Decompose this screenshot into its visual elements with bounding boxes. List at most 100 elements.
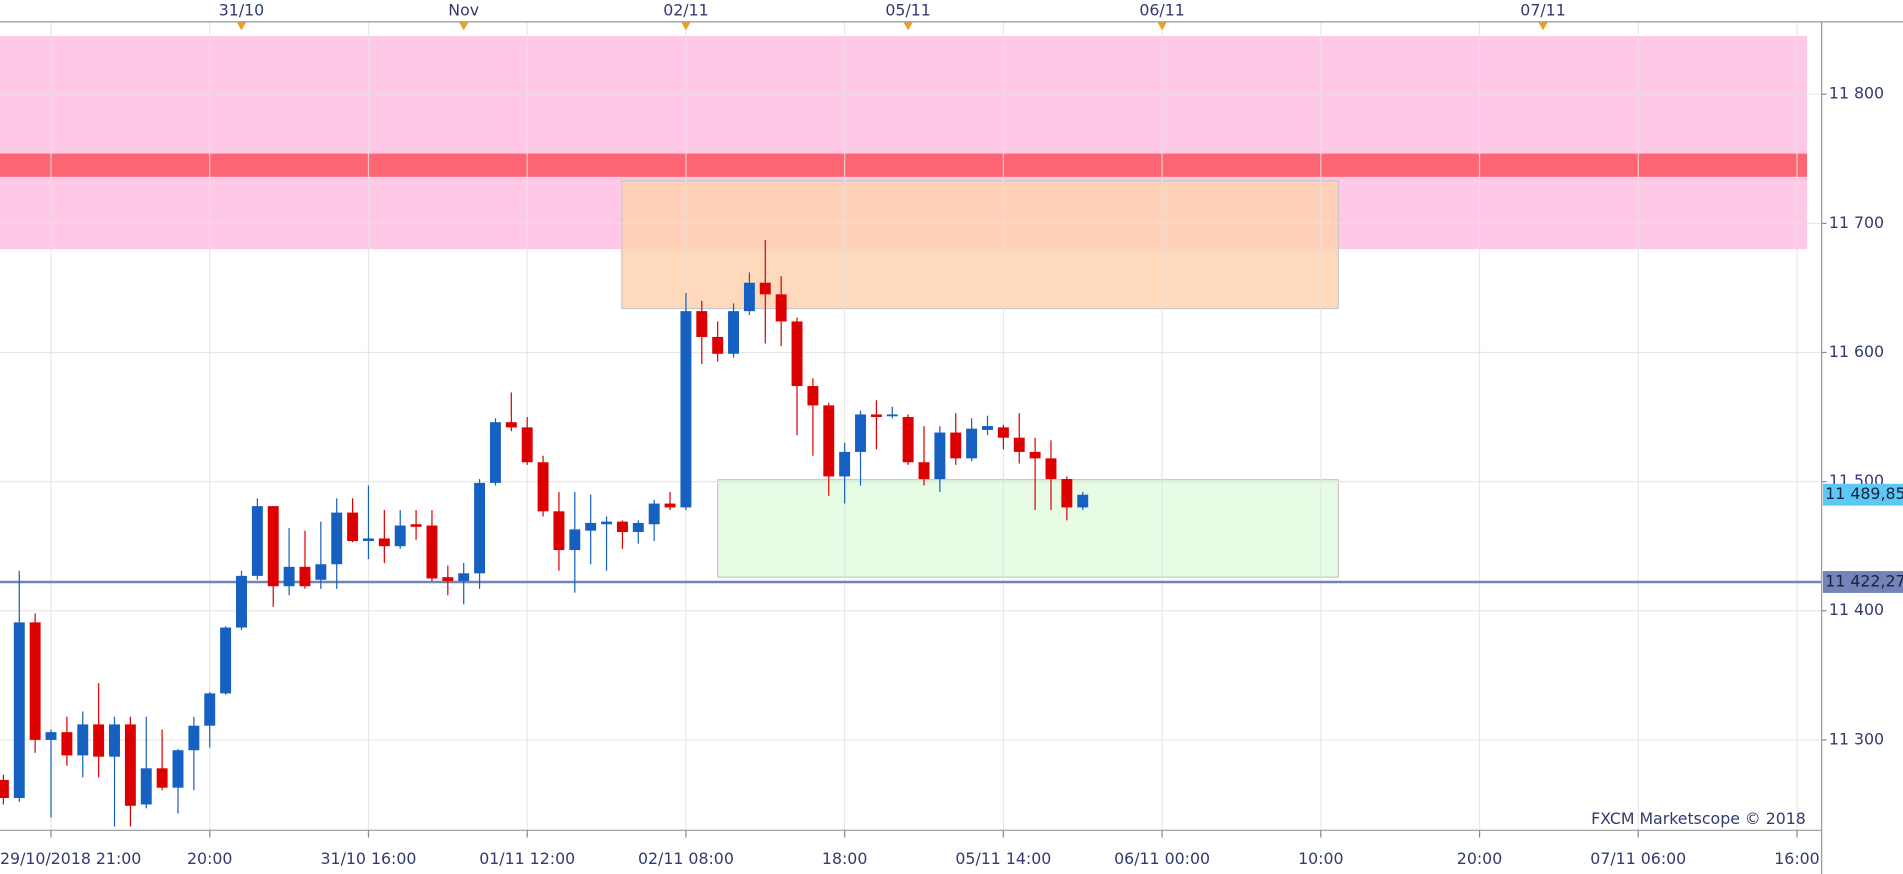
candle-body [982, 426, 993, 430]
y-tick-label: 11 400 [1829, 600, 1884, 619]
day-label: Nov [448, 0, 479, 19]
day-marker [458, 21, 469, 31]
candle-body [172, 750, 184, 788]
candle-body [220, 627, 232, 694]
candle-body [378, 538, 390, 547]
y-tick-label: 11 300 [1829, 729, 1884, 748]
candle-body [13, 622, 25, 799]
candle-body [791, 321, 803, 387]
day-marker [1538, 21, 1548, 31]
candle-body [934, 432, 946, 480]
x-tick-label: 18:00 [822, 849, 867, 868]
x-tick-label: 05/11 14:00 [955, 849, 1051, 868]
day-label: 06/11 [1139, 0, 1184, 19]
candle-body [77, 724, 89, 756]
candle-body [442, 577, 454, 582]
day-label: 31/10 [219, 0, 264, 19]
x-tick-label: 06/11 00:00 [1114, 849, 1210, 868]
x-tick-label: 29/10/2018 21:00 [0, 849, 141, 868]
price-tag [1822, 571, 1903, 593]
x-tick-label: 20:00 [187, 849, 232, 868]
candle-body [1061, 479, 1073, 508]
zone [717, 479, 1339, 578]
candle-body [315, 564, 327, 580]
day-label: 05/11 [885, 0, 930, 19]
candle-body [109, 724, 120, 757]
x-tick-label: 02/11 08:00 [638, 849, 734, 868]
y-tick-label: 11 800 [1829, 84, 1884, 103]
candle-body [474, 482, 486, 574]
candle-body [839, 451, 851, 477]
candle-body [489, 422, 501, 483]
candle-body [585, 522, 597, 531]
zone [621, 180, 1339, 310]
candle-body [394, 525, 406, 547]
candle-body [505, 422, 517, 428]
candle-body [966, 428, 978, 459]
candle-body [93, 724, 105, 757]
candle-body [553, 511, 565, 551]
candle-body [775, 294, 787, 322]
day-marker [236, 21, 247, 31]
candle-body [537, 462, 549, 512]
candle-body [363, 538, 374, 542]
candle-body [664, 503, 676, 508]
candle-body [728, 311, 740, 354]
y-tick-label: 11 600 [1829, 342, 1884, 361]
day-label: 07/11 [1520, 0, 1565, 19]
candle-body [188, 725, 200, 751]
candle-body [616, 521, 628, 532]
candle-body [299, 566, 311, 587]
candle-body [140, 768, 152, 805]
candle-body [855, 414, 866, 452]
candle-body [1077, 494, 1089, 508]
candle-body [902, 417, 914, 463]
candle-body [204, 693, 216, 726]
candle-body [807, 386, 819, 406]
x-tick-label: 31/10 16:00 [321, 849, 417, 868]
x-tick-label: 10:00 [1298, 849, 1343, 868]
candle-body [696, 311, 708, 337]
candle-body [0, 779, 9, 799]
candle-body [458, 573, 470, 582]
candle-body [712, 336, 724, 354]
candle-body [29, 622, 41, 740]
candle-body [45, 732, 57, 740]
candle-body [156, 768, 168, 788]
candle-body [1013, 437, 1025, 452]
candle-body [410, 524, 422, 527]
candle-body [426, 525, 438, 579]
day-marker [681, 21, 691, 31]
zone [0, 153, 1808, 177]
candle-body [347, 512, 359, 542]
price-tag [1822, 483, 1903, 506]
price-tag-label: 11 489,85 [1825, 484, 1903, 503]
candle-body [743, 282, 755, 312]
price-tag-label: 11 422,27 [1825, 571, 1903, 590]
candle-body [1029, 451, 1041, 459]
candle-body [870, 414, 882, 418]
candle-body [601, 521, 613, 525]
candle-body [251, 506, 263, 576]
candle-body [997, 427, 1009, 438]
x-tick-label: 07/11 06:00 [1590, 849, 1686, 868]
candle-body [918, 462, 930, 480]
candle-body [950, 432, 962, 459]
y-tick-label: 11 700 [1829, 213, 1884, 232]
candle-body [283, 566, 295, 587]
x-tick-label: 01/11 12:00 [479, 849, 575, 868]
candle-body [331, 512, 343, 565]
candle-body [886, 414, 898, 417]
candle-body [61, 732, 73, 756]
candle-body [267, 506, 279, 587]
watermark: FXCM Marketscope © 2018 [1591, 809, 1806, 828]
candle-body [632, 522, 644, 532]
candle-body [124, 724, 136, 806]
candle-body [680, 311, 692, 508]
day-label: 02/11 [663, 0, 708, 19]
day-marker [1157, 21, 1167, 31]
day-marker [903, 21, 913, 31]
candle-body [759, 282, 771, 295]
